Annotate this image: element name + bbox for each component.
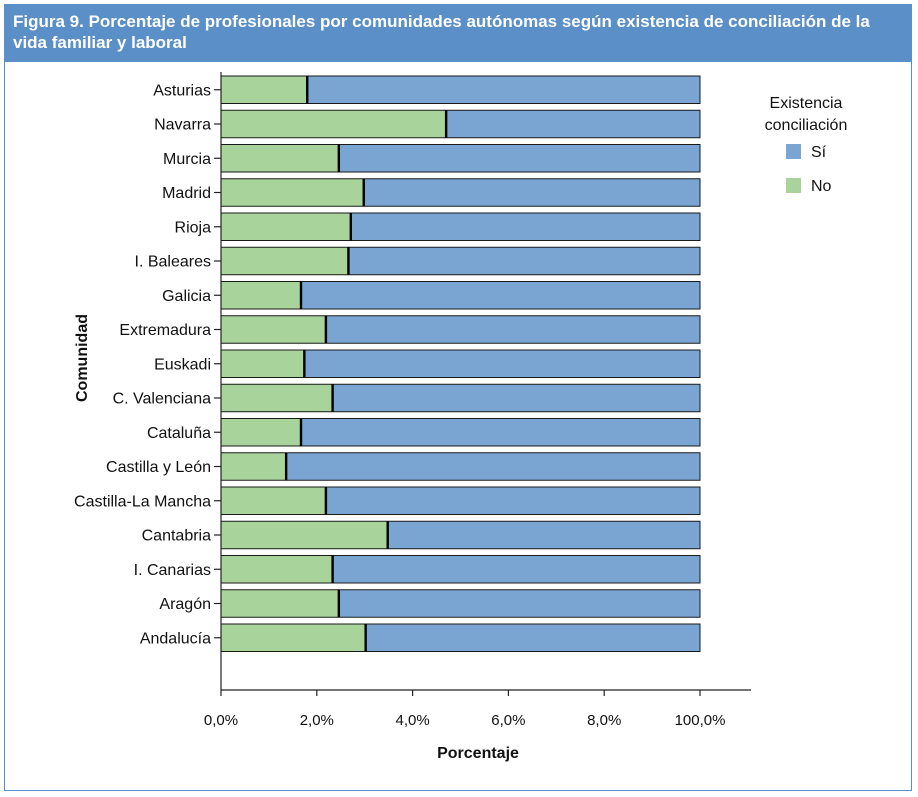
- bar-no-aragon: [221, 589, 339, 618]
- bar-si-extremadura: [325, 315, 700, 344]
- x-tick-label: 6,0%: [491, 712, 525, 729]
- legend-swatch-no: [786, 178, 801, 193]
- bar-no-rioja: [221, 213, 351, 241]
- bar-no-cataluna: [221, 418, 301, 446]
- x-tick-label: 8,0%: [587, 712, 621, 729]
- y-tick-label-cantabria: Cantabria: [142, 528, 211, 545]
- bar-no-galicia: [221, 281, 301, 309]
- bar-si-cantabria: [387, 521, 700, 549]
- legend-label-si: Sí: [811, 144, 827, 161]
- bar-si-i-canarias: [332, 555, 700, 583]
- bar-no-euskadi: [221, 350, 305, 378]
- bar-no-castilla-la-mancha: [221, 487, 326, 515]
- legend-title-line-2: conciliación: [765, 117, 848, 134]
- bar-si-c-valenciana: [332, 384, 700, 412]
- y-axis-title: Comunidad: [74, 314, 91, 402]
- x-tick-label: 0,0%: [204, 712, 238, 729]
- x-tick-label: 100,0%: [675, 712, 726, 729]
- y-tick-label-madrid: Madrid: [162, 185, 211, 202]
- bar-si-euskadi: [304, 350, 700, 378]
- bar-si-murcia: [338, 144, 700, 172]
- x-axis-title: Porcentaje: [437, 745, 519, 762]
- bar-no-asturias: [221, 76, 308, 104]
- legend-label-no: No: [811, 178, 832, 195]
- bar-si-castilla-y-leon: [286, 452, 700, 481]
- bar-no-madrid: [221, 178, 364, 207]
- bar-si-asturias: [307, 76, 700, 104]
- y-tick-label-castilla-y-leon: Castilla y León: [106, 459, 211, 476]
- y-tick-label-castilla-la-mancha: Castilla-La Mancha: [74, 493, 211, 510]
- bar-si-i-baleares: [348, 247, 700, 275]
- y-tick-label-rioja: Rioja: [175, 219, 212, 236]
- figure-title: Figura 9. Porcentaje de profesionales po…: [5, 5, 911, 62]
- bar-si-castilla-la-mancha: [325, 487, 700, 515]
- legend: Existencia conciliación Sí No: [765, 95, 848, 195]
- y-ticks: Asturias Navarra Murcia Madrid Rioja I. Balea…: [74, 82, 221, 647]
- bar-si-madrid: [363, 178, 700, 207]
- legend-swatch-si: [786, 144, 801, 159]
- y-tick-label-i-baleares: I. Baleares: [135, 254, 211, 271]
- y-tick-label-extremadura: Extremadura: [119, 322, 211, 339]
- bar-no-cantabria: [221, 521, 388, 549]
- bars: [220, 75, 701, 652]
- bar-si-aragon: [338, 589, 700, 618]
- y-tick-label-navarra: Navarra: [154, 117, 211, 134]
- bar-si-andalucia: [365, 624, 700, 652]
- bar-no-navarra: [221, 110, 447, 138]
- bar-no-i-baleares: [221, 247, 349, 275]
- y-tick-label-aragon: Aragón: [159, 596, 211, 613]
- bar-si-galicia: [300, 281, 700, 309]
- bar-no-c-valenciana: [221, 384, 333, 412]
- bar-si-cataluna: [300, 418, 700, 446]
- bar-no-castilla-y-leon: [221, 452, 287, 481]
- bar-no-murcia: [221, 144, 339, 172]
- y-tick-label-galicia: Galicia: [162, 288, 211, 305]
- y-tick-label-murcia: Murcia: [163, 151, 211, 168]
- y-tick-label-euskadi: Euskadi: [154, 356, 211, 373]
- x-tick-label: 4,0%: [395, 712, 429, 729]
- bar-si-navarra: [446, 110, 700, 138]
- bar-no-i-canarias: [221, 555, 333, 583]
- y-tick-label-andalucia: Andalucía: [140, 630, 211, 647]
- y-tick-label-asturias: Asturias: [153, 82, 211, 99]
- x-tick-label: 2,0%: [300, 712, 334, 729]
- bar-no-extremadura: [221, 315, 326, 344]
- bar-si-rioja: [350, 213, 700, 241]
- axes: [220, 72, 751, 691]
- y-tick-label-c-valenciana: C. Valenciana: [113, 391, 212, 408]
- legend-title-line-1: Existencia: [770, 95, 843, 112]
- bar-no-andalucia: [221, 624, 366, 652]
- y-tick-label-i-canarias: I. Canarias: [134, 562, 211, 579]
- y-tick-label-cataluna: Cataluña: [147, 425, 211, 442]
- x-ticks: 0,0% 2,0% 4,0% 6,0% 8,0% 100,0%: [204, 690, 726, 729]
